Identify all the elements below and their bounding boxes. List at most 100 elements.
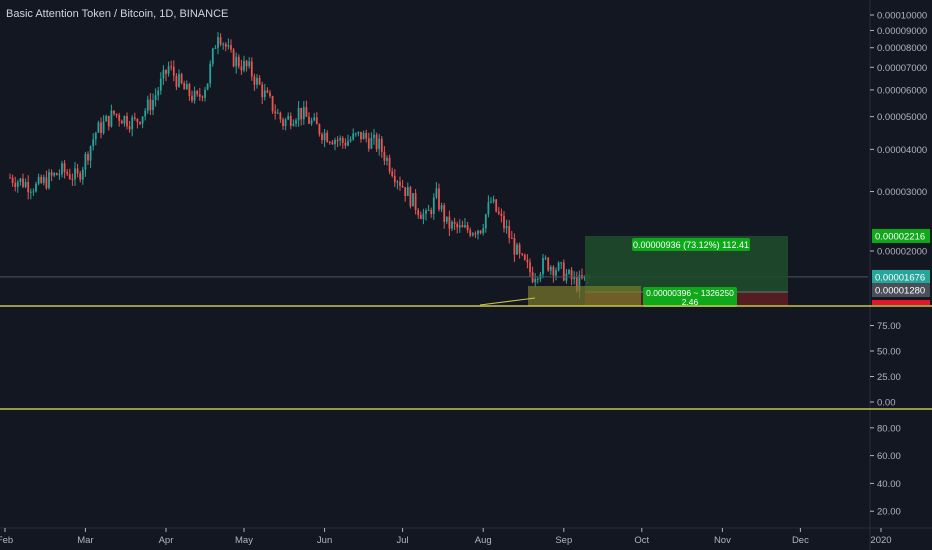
candle-body (282, 119, 284, 127)
candle-body (183, 83, 186, 90)
stop-price-label (872, 300, 930, 305)
candle-body (417, 209, 420, 216)
price-label-current (872, 269, 930, 284)
time-tick-label-7: Sep (555, 535, 572, 546)
candle-body (87, 153, 89, 161)
candle-body (570, 269, 573, 280)
candle-body (557, 262, 560, 271)
candle-body (180, 73, 183, 84)
osc2-tick-label-0: 80.00 (877, 423, 901, 434)
candle-body (118, 115, 121, 121)
candle-body (497, 211, 500, 214)
candle-body (406, 187, 409, 197)
candle-body (471, 233, 474, 236)
candle-body (393, 176, 396, 183)
candle-body (425, 210, 427, 214)
time-tick-label-11: 2020 (870, 535, 891, 546)
candle-body (414, 193, 417, 210)
candle-body (518, 244, 521, 254)
candle-body (378, 138, 381, 150)
candle-body (94, 132, 97, 140)
candle-body (549, 266, 552, 271)
candle-body (136, 118, 139, 122)
candle-body (53, 173, 56, 176)
candle-body (391, 171, 394, 177)
candle-body (131, 117, 134, 130)
candle-body (503, 215, 505, 229)
candle-body (383, 151, 386, 161)
candle-body (308, 116, 310, 124)
candle-body (256, 77, 258, 85)
candle-body (235, 56, 238, 67)
candle-body (516, 244, 518, 255)
osc2-tick-label-1: 60.00 (877, 451, 901, 462)
candle-body (133, 117, 136, 119)
candle-body (159, 78, 162, 91)
candle-body (461, 225, 464, 228)
candle-body (58, 174, 61, 176)
candle-body (224, 43, 227, 47)
candle-body (440, 205, 443, 210)
candle-body (154, 95, 157, 101)
candle-body (227, 45, 230, 47)
candle-body (453, 221, 456, 224)
candle-body (357, 131, 360, 134)
price-tick-label-2: 0.00008000 (877, 43, 927, 54)
candle-body (250, 61, 253, 77)
candle-body (430, 209, 433, 215)
candle-body (341, 137, 344, 143)
candle-body (258, 77, 261, 85)
candle-body (315, 117, 318, 125)
candle-body (326, 132, 329, 143)
candle-body (253, 76, 256, 85)
candle-body (198, 94, 201, 97)
stop-label-text-2: 2.46 (682, 297, 699, 307)
candle-body (505, 226, 508, 229)
candle-body (513, 238, 516, 255)
candle-body (92, 139, 95, 147)
candle-body (578, 275, 581, 291)
candle-body (230, 45, 232, 50)
candle-body (50, 172, 53, 176)
time-tick-label-6: Aug (475, 535, 492, 546)
candle-body (100, 122, 102, 134)
candle-body (367, 138, 370, 149)
candle-body (14, 183, 17, 188)
candle-body (139, 121, 141, 124)
candle-body (178, 73, 180, 87)
time-tick-label-10: Dec (792, 535, 809, 546)
candle-body (97, 122, 100, 133)
candle-body (107, 115, 110, 127)
candle-body (542, 258, 544, 275)
candles-group (9, 31, 591, 299)
candle-body (79, 173, 82, 180)
price-tick-label-1: 0.00009000 (877, 26, 927, 37)
candle-body (40, 176, 43, 183)
candle-body (115, 113, 118, 116)
candle-body (152, 100, 154, 111)
candle-body (243, 60, 245, 71)
candle-body (432, 197, 435, 215)
candle-body (310, 120, 313, 124)
candle-body (55, 173, 58, 176)
candle-body (404, 187, 407, 197)
candle-body (37, 176, 40, 184)
candle-body (217, 37, 219, 48)
candle-body (427, 209, 430, 211)
candle-body (48, 172, 50, 189)
candle-body (544, 257, 547, 259)
candle-body (370, 137, 373, 149)
symbol-title: Basic Attention Token / Bitcoin, 1D, BIN… (6, 8, 229, 20)
candle-body (188, 84, 191, 96)
candle-body (211, 48, 214, 64)
candle-body (438, 188, 440, 210)
candle-body (562, 262, 565, 281)
candle-body (45, 177, 48, 189)
candle-body (269, 92, 271, 97)
candle-body (323, 132, 326, 141)
price-tick-label-4: 0.00006000 (877, 85, 927, 96)
time-tick-label-9: Nov (714, 535, 731, 546)
candle-body (76, 168, 79, 174)
